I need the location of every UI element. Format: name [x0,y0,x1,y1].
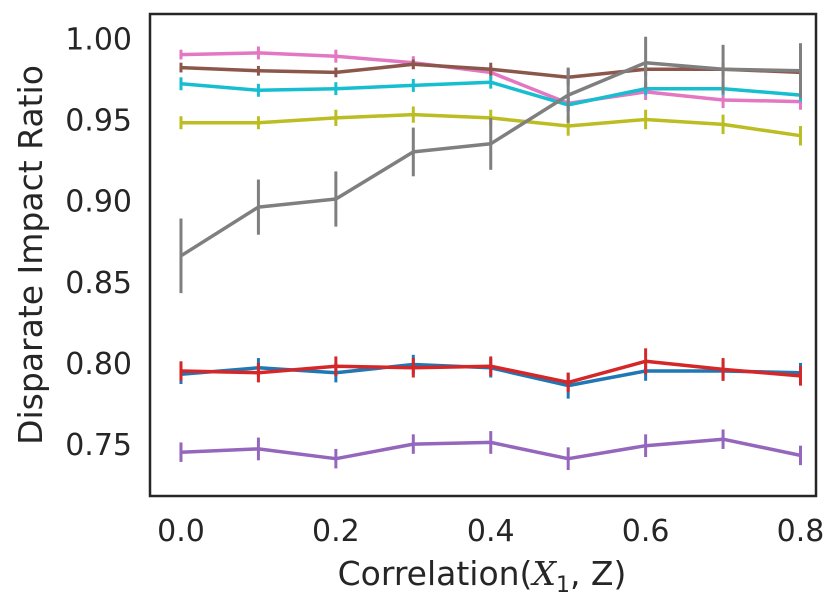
x-axis-label-tail: , Z) [570,554,626,593]
y-tick-label: 0.85 [65,266,132,301]
y-tick-label: 0.95 [65,103,132,138]
x-axis-label: Correlation(X1, Z) [338,554,627,598]
series-cyan [179,75,803,112]
y-tick-label: 0.90 [65,185,132,220]
x-tick-label: 0.0 [157,514,205,549]
y-tick-label: 0.80 [65,347,132,382]
chart-marks [179,36,803,471]
series-red [179,348,803,393]
x-tick-label: 0.8 [777,514,825,549]
plot-frame [148,12,818,498]
x-axis-ticks: 0.0 0.2 0.4 0.6 0.8 [157,514,824,549]
y-tick-label: 1.00 [65,22,132,57]
x-axis-label-subscript: 1 [556,573,570,598]
series-purple [179,429,803,471]
plot-area [148,12,818,498]
y-axis-label: Disparate Impact Ratio [11,65,50,445]
y-axis-ticks: 0.75 0.80 0.85 0.90 0.95 1.00 [65,22,132,463]
y-tick-label: 0.75 [65,428,132,463]
x-axis-label-variable: X [529,554,557,593]
x-tick-label: 0.6 [622,514,670,549]
x-tick-label: 0.4 [467,514,515,549]
series-gray [179,36,803,294]
x-tick-label: 0.2 [312,514,360,549]
